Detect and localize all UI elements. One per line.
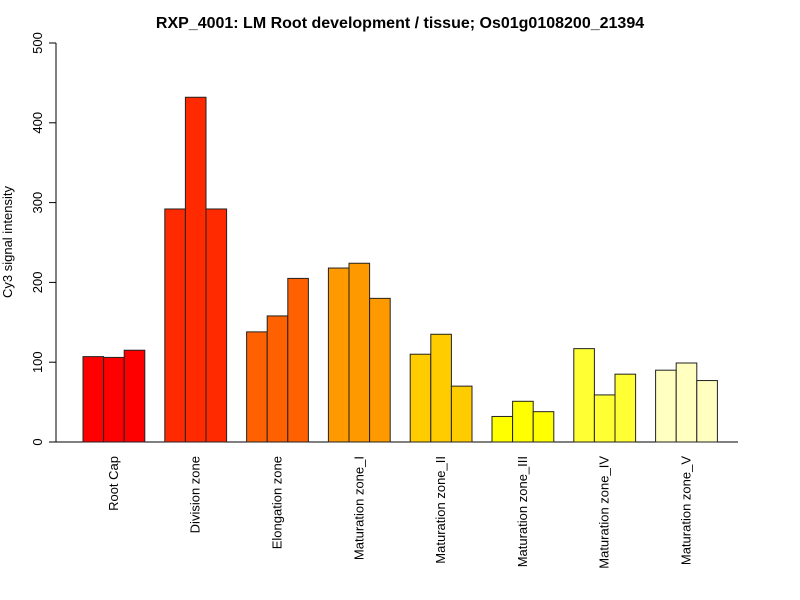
x-tick-label: Root Cap	[106, 456, 121, 511]
y-tick-label: 0	[30, 438, 45, 445]
bar	[512, 400, 534, 443]
bar	[266, 315, 289, 443]
bars-group	[82, 96, 718, 443]
y-tick-label: 300	[30, 192, 45, 214]
bar	[103, 356, 125, 443]
bar	[348, 262, 371, 443]
bar	[696, 380, 718, 443]
bar	[450, 385, 473, 443]
x-tick-label: Maturation zone_III	[515, 456, 530, 567]
bar	[409, 353, 432, 443]
bar	[593, 394, 616, 443]
y-axis-label: Cy3 signal intensity	[0, 186, 15, 298]
bar	[164, 208, 186, 443]
bar	[82, 356, 105, 443]
bar	[614, 373, 637, 443]
x-axis-labels: Root Cap Division zone Elongation zone Matu…	[106, 456, 694, 569]
y-tick-label: 100	[30, 351, 45, 373]
x-tick-label: Maturation zone_V	[679, 456, 694, 565]
bar	[655, 369, 677, 443]
bar	[327, 267, 350, 443]
bar	[287, 277, 309, 443]
bar	[369, 297, 391, 443]
bar	[205, 208, 228, 443]
y-axis-ticks: 0 100 200 300 400 500	[30, 32, 56, 446]
bar	[573, 348, 595, 443]
x-tick-label: Maturation zone_II	[433, 456, 448, 564]
bar	[532, 411, 555, 443]
bar	[184, 96, 207, 443]
x-tick-label: Division zone	[188, 456, 203, 533]
bar	[430, 333, 452, 443]
y-tick-label: 500	[30, 32, 45, 54]
x-tick-label: Maturation zone_IV	[597, 456, 612, 569]
bar	[123, 349, 146, 443]
x-tick-label: Elongation zone	[270, 456, 285, 549]
bar	[246, 331, 268, 443]
x-tick-label: Maturation zone_I	[351, 456, 366, 560]
y-tick-label: 400	[30, 112, 45, 134]
y-tick-label: 200	[30, 272, 45, 294]
bar	[491, 415, 514, 443]
chart-title: RXP_4001: LM Root development / tissue; …	[156, 15, 644, 32]
bar	[675, 362, 698, 443]
